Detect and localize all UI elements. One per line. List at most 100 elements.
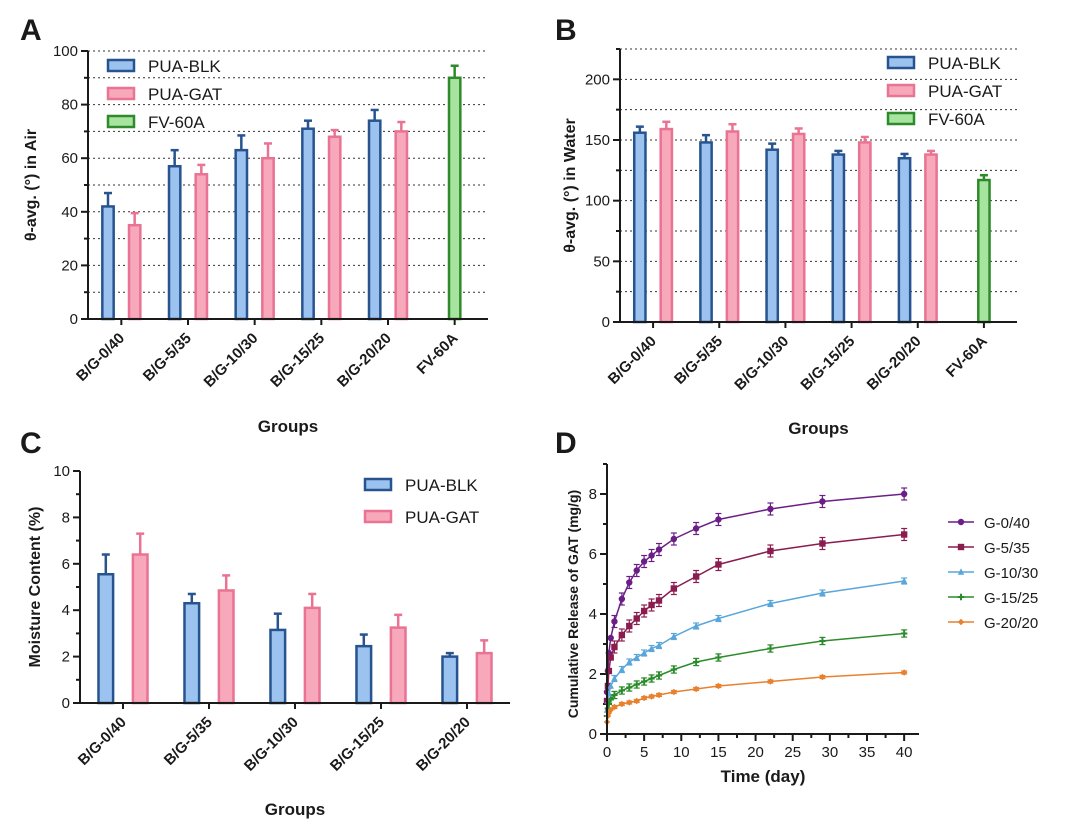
data-point-g-10-30	[670, 632, 678, 640]
data-point-g-10-30	[618, 665, 626, 673]
legend-swatch-a-pua-gat	[106, 86, 136, 101]
x-tick-label-b: B/G-10/30	[731, 333, 792, 394]
data-point-g-10-30	[626, 658, 633, 665]
data-point-g-5-35	[626, 622, 633, 630]
data-point-g-15-25	[767, 645, 774, 652]
y-tick-label-a: 0	[70, 311, 78, 328]
legend-swatch-c-pua-gat	[363, 509, 393, 524]
bar-a-pua-blk-b-g-20-20	[367, 119, 382, 321]
data-point-g-10-30	[640, 649, 648, 656]
data-point-g-10-30	[655, 641, 663, 649]
x-tick-label-c: B/G-0/40	[75, 714, 130, 769]
data-point-g-15-25	[626, 684, 633, 691]
data-point-g-20-20	[611, 703, 618, 711]
x-tick-label-a: B/G-15/25	[267, 330, 328, 391]
bar-b-pua-gat-b-g-5-35	[725, 130, 740, 324]
x-tick-label-c: B/G-10/30	[241, 714, 302, 775]
x-tick-label-b: FV-60A	[943, 333, 991, 381]
panel-label-c: C	[20, 427, 42, 460]
y-tick-label-c: 10	[53, 463, 70, 480]
bar-a-pua-gat-b-g-10-30	[261, 156, 275, 321]
legend-swatch-a-fv-60a	[106, 114, 136, 129]
bar-a-fv-60a-fv-60a	[447, 76, 462, 321]
data-point-g-5-35	[648, 601, 655, 609]
legend-label-g-5-35: G-5/35	[984, 540, 1030, 557]
data-point-g-10-30	[648, 644, 655, 652]
bar-b-pua-gat-b-g-20-20	[924, 153, 938, 324]
data-point-g-0-40	[819, 498, 826, 505]
data-point-g-10-30	[607, 682, 614, 689]
y-tick-label-c: 4	[62, 602, 70, 619]
data-point-g-5-35	[640, 607, 648, 615]
data-point-g-15-25	[819, 637, 826, 645]
panel-label-d: D	[555, 427, 577, 460]
bar-b-fv-60a-fv-60a	[977, 178, 991, 324]
y-tick-label-d: 4	[589, 606, 597, 623]
data-point-g-0-40	[648, 552, 655, 559]
legend-label-g-10-30: G-10/30	[984, 565, 1038, 582]
legend-marker-g-5-35	[957, 543, 965, 551]
data-point-g-15-25	[607, 696, 614, 703]
legend-swatch-c-pua-blk	[363, 477, 393, 492]
x-tick-label-a: B/G-10/30	[201, 330, 262, 391]
legend-label-c-pua-gat: PUA-GAT	[405, 508, 479, 527]
data-point-g-15-25	[900, 630, 908, 637]
x-tick-label-d: 15	[710, 744, 727, 761]
legend-label-g-20-20: G-20/20	[984, 615, 1038, 632]
y-tick-label-b: 100	[585, 193, 610, 210]
data-point-g-10-30	[715, 614, 722, 622]
data-point-g-0-40	[633, 567, 640, 574]
data-point-g-0-40	[626, 579, 633, 586]
data-point-g-10-30	[819, 589, 826, 596]
bar-b-pua-blk-b-g-0-40	[632, 131, 647, 324]
data-point-g-0-40	[655, 546, 663, 553]
legend-swatch-b-pua-blk	[886, 55, 916, 70]
x-tick-label-c: B/G-5/35	[161, 714, 216, 769]
data-point-g-15-25	[715, 654, 722, 661]
y-tick-label-d: 0	[589, 726, 597, 743]
bar-a-pua-gat-b-g-5-35	[194, 173, 209, 321]
data-point-g-0-40	[607, 634, 614, 642]
bar-c-pua-gat-b-g-15-25	[389, 626, 407, 705]
legend-swatch-a-pua-blk	[106, 58, 136, 73]
y-tick-label-c: 8	[62, 509, 70, 526]
y-axis-title-a: θ-avg. (°) in Air	[23, 129, 40, 241]
legend-label-g-0-40: G-0/40	[984, 515, 1030, 532]
bar-a-pua-gat-b-g-0-40	[127, 223, 142, 321]
data-point-g-20-20	[900, 669, 908, 676]
x-tick-label-d: 10	[673, 744, 690, 761]
x-tick-label-d: 5	[640, 744, 648, 761]
data-point-g-20-20	[692, 685, 700, 693]
data-point-g-0-40	[640, 558, 648, 565]
legend-label-a-pua-gat: PUA-GAT	[148, 85, 222, 104]
x-axis-title-a: Groups	[258, 417, 318, 436]
data-point-g-10-30	[900, 577, 908, 584]
bar-c-pua-blk-b-g-0-40	[97, 572, 115, 705]
legend-label-b-pua-blk: PUA-BLK	[928, 54, 1001, 73]
y-tick-label-b: 200	[585, 71, 610, 88]
y-tick-label-d: 6	[589, 546, 597, 563]
data-point-g-5-35	[618, 631, 626, 639]
data-point-g-5-35	[715, 561, 722, 568]
x-tick-label-d: 40	[896, 744, 913, 761]
bar-c-pua-blk-b-g-20-20	[441, 655, 459, 705]
legend-swatch-b-fv-60a	[886, 111, 916, 126]
legend-marker-g-10-30	[957, 568, 965, 575]
y-tick-label-c: 0	[62, 695, 70, 712]
data-point-g-0-40	[715, 516, 722, 523]
legend-marker-g-0-40	[957, 518, 965, 526]
bar-c-pua-blk-b-g-15-25	[355, 644, 373, 705]
x-tick-label-a: FV-60A	[414, 330, 462, 378]
legend-marker-g-15-25	[957, 593, 965, 601]
data-point-g-15-25	[648, 675, 655, 682]
data-point-g-15-25	[611, 691, 618, 699]
legend-marker-g-20-20	[957, 618, 965, 626]
data-point-g-20-20	[767, 678, 774, 685]
bar-a-pua-blk-b-g-0-40	[101, 205, 115, 321]
bar-c-pua-gat-b-g-0-40	[131, 553, 149, 705]
x-tick-label-b: B/G-15/25	[797, 333, 858, 394]
panel-c-chart: 0 2 4 6 8 10 B/G-0/40 B/G-5/35 B/G-10/30 B/G-15/2…	[27, 463, 510, 819]
bar-b-pua-gat-b-g-10-30	[791, 132, 806, 324]
